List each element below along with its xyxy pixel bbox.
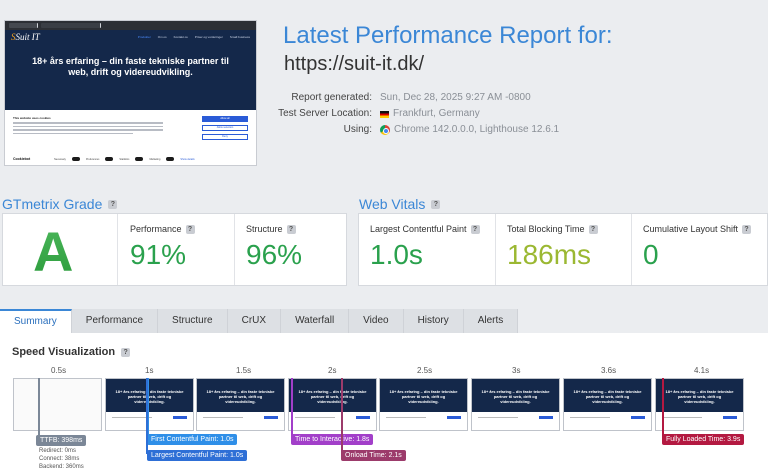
- filmstrip-frame[interactable]: 18+ års erfaring – din faste tekniske pa…: [655, 378, 744, 431]
- onload-marker: [341, 378, 343, 454]
- filmstrip-frame[interactable]: 18+ års erfaring – din faste tekniske pa…: [471, 378, 560, 431]
- grade-section-title: GTmetrix Grade?: [2, 196, 118, 212]
- report-generated: Sun, Dec 28, 2025 9:27 AM -0800: [380, 92, 531, 103]
- germany-flag-icon: [380, 110, 389, 118]
- site-hero-heading: 18+ års erfaring – din faste tekniske pa…: [32, 56, 229, 77]
- grade-card: A Performance? 91% Structure? 96%: [2, 213, 347, 286]
- help-icon[interactable]: ?: [108, 199, 118, 209]
- time-tick: 0.5s: [51, 366, 67, 375]
- time-tick: 2s: [328, 366, 337, 375]
- vitals-section-title: Web Vitals?: [359, 196, 441, 212]
- lcp-metric: Largest Contentful Paint? 1.0s: [370, 224, 480, 270]
- filmstrip-frame[interactable]: 18+ års erfaring – din faste tekniske pa…: [196, 378, 285, 431]
- time-tick: 4.1s: [694, 366, 710, 375]
- fcp-label: First Contentful Paint: 1.0s: [147, 434, 238, 445]
- fcp-marker: [147, 378, 149, 438]
- performance-metric: Performance? 91%: [130, 224, 195, 270]
- report-meta-labels: Report generated: Test Server Location: …: [278, 92, 372, 135]
- time-tick: 3s: [512, 366, 521, 375]
- filmstrip-frame[interactable]: 18+ års erfaring – din faste tekniske pa…: [379, 378, 468, 431]
- tab-video[interactable]: Video: [349, 309, 404, 333]
- tab-alerts[interactable]: Alerts: [463, 309, 519, 333]
- page-screenshot-thumbnail: SSuit IT Produkter Om os Kontakt os Pris…: [4, 20, 257, 166]
- grade-letter: A: [33, 220, 74, 283]
- speed-visualization-title: Speed Visualization?: [12, 346, 131, 358]
- ttfb-details: Redirect: 0ms Connect: 38ms Backend: 360…: [39, 448, 84, 470]
- help-icon[interactable]: ?: [470, 224, 480, 234]
- chrome-icon: [380, 125, 390, 135]
- filmstrip-frame[interactable]: [13, 378, 102, 431]
- lcp-label: Largest Contentful Paint: 1.0s: [147, 450, 248, 461]
- site-logo: SSuit IT: [11, 32, 40, 42]
- time-tick: 3.6s: [601, 366, 617, 375]
- time-tick: 2.5s: [417, 366, 433, 375]
- test-location: Frankfurt, Germany: [380, 106, 559, 122]
- filmstrip-frame[interactable]: 18+ års erfaring – din faste tekniske pa…: [563, 378, 652, 431]
- lcp-marker: [146, 378, 148, 454]
- filmstrip-frame[interactable]: 18+ års erfaring – din faste tekniske pa…: [105, 378, 194, 431]
- cookie-banner: This website uses cookies Allow all Allo…: [5, 110, 256, 165]
- time-tick: 1s: [145, 366, 154, 375]
- tab-structure[interactable]: Structure: [158, 309, 228, 333]
- help-icon[interactable]: ?: [286, 224, 296, 234]
- report-title: Latest Performance Report for:: [283, 22, 613, 49]
- vitals-card: Largest Contentful Paint? 1.0s Total Blo…: [358, 213, 768, 286]
- help-icon[interactable]: ?: [588, 224, 598, 234]
- fully-loaded-marker: [662, 378, 664, 438]
- help-icon[interactable]: ?: [185, 224, 195, 234]
- ttfb-label: TTFB: 398ms: [36, 435, 87, 446]
- report-tabs: Summary Performance Structure CrUX Water…: [0, 309, 519, 333]
- tbt-value: 186ms: [507, 239, 592, 270]
- fully-loaded-label: Fully Loaded Time: 3.9s: [662, 434, 745, 445]
- report-meta-values: Sun, Dec 28, 2025 9:27 AM -0800 Frankfur…: [380, 90, 559, 138]
- tab-history[interactable]: History: [403, 309, 464, 333]
- lcp-value: 1.0s: [370, 239, 423, 270]
- performance-score: 91%: [130, 239, 187, 270]
- test-browser: Chrome 142.0.0.0, Lighthouse 12.6.1: [380, 122, 559, 138]
- site-nav: Produkter Om os Kontakt os Priser og vur…: [137, 35, 250, 39]
- structure-metric: Structure? 96%: [246, 224, 303, 270]
- report-url[interactable]: https://suit-it.dk/: [284, 53, 425, 75]
- tbt-metric: Total Blocking Time? 186ms: [507, 224, 598, 270]
- tab-waterfall[interactable]: Waterfall: [281, 309, 350, 333]
- structure-score: 96%: [246, 239, 303, 270]
- ttfb-marker: [38, 378, 40, 435]
- browser-chrome: [5, 21, 256, 30]
- time-tick: 1.5s: [236, 366, 252, 375]
- cls-metric: Cumulative Layout Shift? 0: [643, 224, 752, 270]
- tti-marker: [291, 378, 293, 438]
- tti-label: Time to Interactive: 1.8s: [291, 434, 374, 445]
- tab-crux[interactable]: CrUX: [227, 309, 282, 333]
- tab-summary[interactable]: Summary: [0, 309, 72, 333]
- help-icon[interactable]: ?: [742, 224, 752, 234]
- filmstrip-frame[interactable]: 18+ års erfaring – din faste tekniske pa…: [288, 378, 377, 431]
- tab-performance[interactable]: Performance: [71, 309, 159, 333]
- cls-value: 0: [643, 239, 659, 270]
- help-icon[interactable]: ?: [121, 347, 131, 357]
- site-header: SSuit IT Produkter Om os Kontakt os Pris…: [5, 30, 256, 44]
- help-icon[interactable]: ?: [431, 199, 441, 209]
- onload-label: Onload Time: 2.1s: [341, 450, 406, 461]
